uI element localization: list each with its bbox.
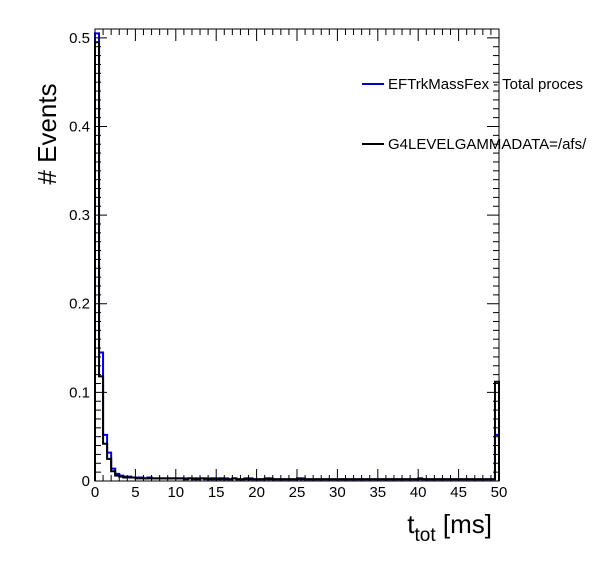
x-tick-label: 45 — [450, 484, 467, 501]
x-tick-label: 40 — [410, 484, 427, 501]
y-tick-label: 0.2 — [69, 296, 90, 313]
axis-ticks — [94, 28, 500, 482]
y-tick-label: 0.5 — [69, 30, 90, 47]
x-tick-label: 10 — [167, 484, 184, 501]
legend-label-2: G4LEVELGAMMADATA=/afs/ — [388, 136, 587, 153]
x-axis-title: ttot [ms] — [407, 509, 492, 546]
x-axis-title-main: t — [407, 509, 415, 539]
legend-box — [358, 68, 596, 170]
x-tick-label: 5 — [131, 484, 139, 501]
y-tick-label: 0 — [82, 473, 90, 490]
legend-label-1: EFTrkMassFex - Total proces — [388, 76, 583, 93]
y-tick-label: 0.4 — [69, 118, 90, 135]
x-tick-label: 50 — [491, 484, 508, 501]
x-tick-label: 30 — [329, 484, 346, 501]
x-axis-title-unit: [ms] — [436, 509, 492, 539]
legend: EFTrkMassFex - Total proces G4LEVELGAMMAD… — [358, 68, 596, 170]
y-axis-title: # Events — [32, 83, 62, 184]
tick-labels: 0 5 10 15 20 25 30 35 40 45 50 0 0.1 0.2 0.3 0.4 0.5 — [69, 30, 507, 501]
x-tick-label: 35 — [369, 484, 386, 501]
x-tick-label: 25 — [289, 484, 306, 501]
x-tick-label: 15 — [208, 484, 225, 501]
x-tick-label: 20 — [248, 484, 265, 501]
x-tick-label: 0 — [91, 484, 99, 501]
y-tick-label: 0.3 — [69, 207, 90, 224]
plot-frame — [94, 28, 500, 482]
x-axis-title-subscript: tot — [415, 525, 437, 546]
y-tick-label: 0.1 — [69, 384, 90, 401]
